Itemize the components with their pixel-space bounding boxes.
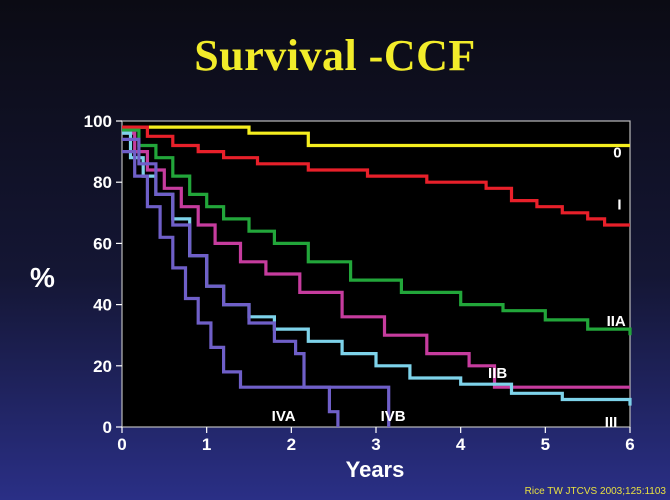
series-label-0: 0: [613, 145, 621, 162]
y-tick-label: 40: [93, 296, 112, 315]
series-label-layer: 0 I IIA IIB III IVA IVB: [272, 145, 626, 431]
tick-layer: 0 20 40 60 80 100 0 1 2 3 4 5 6: [84, 112, 635, 454]
series-layer: [122, 125, 632, 427]
x-tick-label: 1: [202, 435, 211, 454]
series-line-ivb: [122, 137, 391, 427]
series-label-iii: III: [605, 414, 618, 431]
series-label-ivb: IVB: [381, 408, 406, 425]
series-line-iib: [122, 131, 630, 389]
y-axis-label: %: [30, 262, 55, 293]
x-tick-label: 6: [625, 435, 634, 454]
y-tick-label: 0: [103, 418, 112, 437]
series-line-iia: [122, 128, 632, 336]
plot-area: [121, 120, 631, 428]
x-tick-label: 4: [456, 435, 466, 454]
y-tick-label: 80: [93, 173, 112, 192]
x-tick-label: 0: [117, 435, 126, 454]
plot-background: [121, 120, 631, 428]
x-axis-label: Years: [345, 457, 405, 482]
y-tick-label: 20: [93, 357, 112, 376]
series-label-iva: IVA: [272, 408, 296, 425]
citation: Rice TW JTCVS 2003;125:1103: [524, 486, 666, 497]
x-tick-label: 3: [371, 435, 380, 454]
series-line-0: [122, 125, 630, 148]
y-tick-label: 60: [93, 234, 112, 253]
series-label-iia: IIA: [607, 313, 626, 330]
series-line-i: [122, 125, 630, 227]
chart-title: Survival -CCF: [194, 31, 476, 80]
series-label-iib: IIB: [488, 365, 507, 382]
x-tick-label: 2: [287, 435, 296, 454]
x-tick-label: 5: [541, 435, 550, 454]
y-tick-label: 100: [84, 112, 112, 131]
series-label-i: I: [617, 197, 621, 214]
